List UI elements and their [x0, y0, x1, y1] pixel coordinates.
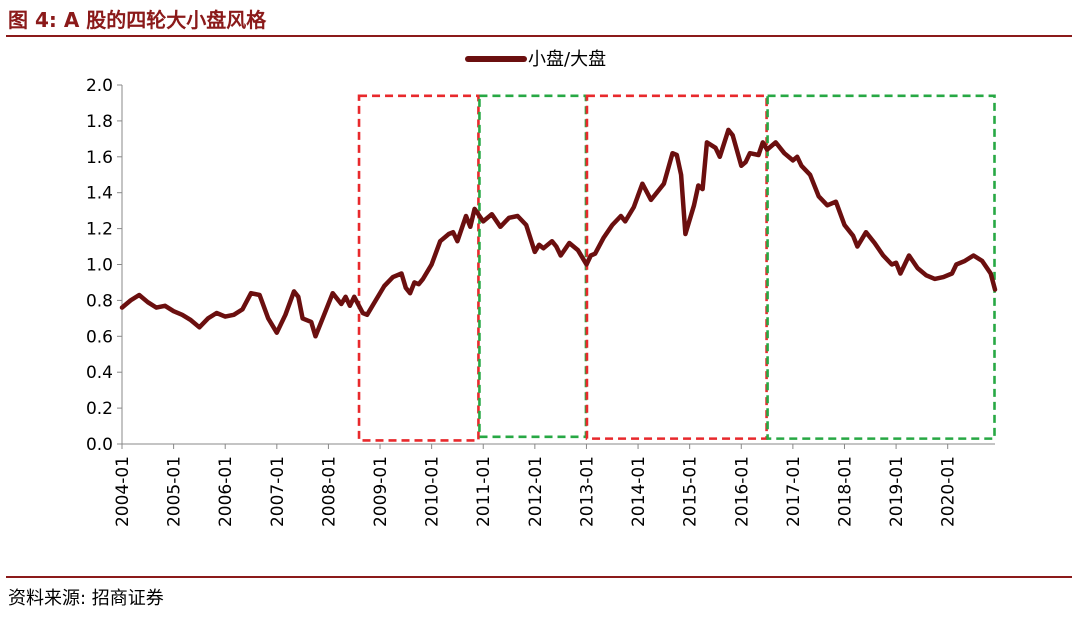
- x-tick-label: 2015-01: [681, 456, 701, 527]
- y-tick-label: 1.2: [86, 220, 113, 240]
- region-box-green-2: [478, 94, 588, 439]
- legend-label-small-large-ratio: 小盘/大盘: [528, 49, 606, 70]
- y-tick-label: 1.0: [86, 256, 113, 276]
- region-box-red-3: [585, 94, 768, 440]
- series: [119, 127, 998, 339]
- x-tick-label: 2004-01: [113, 456, 133, 527]
- legend: 小盘/大盘: [465, 49, 606, 70]
- x-tick-label: 2018-01: [835, 456, 855, 527]
- region-box-green-4: [766, 94, 996, 440]
- source-rule: [6, 576, 1072, 578]
- x-ticks: 2004-01 2005-01 2006-01 2007-01 2008-01 2009-…: [113, 444, 959, 527]
- region-box-red-1: [357, 94, 480, 442]
- x-tick-label: 2019-01: [887, 456, 907, 527]
- y-tick-label: 0.8: [86, 291, 113, 311]
- x-tick-label: 2017-01: [784, 456, 804, 527]
- y-tick-label: 2.0: [86, 76, 113, 96]
- x-tick-label: 2013-01: [577, 456, 597, 527]
- x-tick-label: 2009-01: [371, 456, 391, 527]
- x-tick-label: 2005-01: [165, 456, 185, 527]
- x-tick-label: 2014-01: [629, 456, 649, 527]
- x-tick-label: 2020-01: [939, 456, 959, 527]
- title-rule: [6, 35, 1072, 37]
- y-tick-label: 1.4: [86, 184, 113, 204]
- y-tick-label: 0.0: [86, 435, 113, 455]
- region-boxes: [357, 94, 996, 442]
- axes: [121, 85, 995, 445]
- x-tick-label: 2016-01: [732, 456, 752, 527]
- y-tick-label: 0.2: [86, 399, 113, 419]
- y-tick-label: 0.4: [86, 363, 113, 383]
- x-tick-label: 2006-01: [216, 456, 236, 527]
- x-tick-label: 2007-01: [268, 456, 288, 527]
- x-tick-label: 2010-01: [423, 456, 443, 527]
- source-note: 资料来源: 招商证券: [8, 588, 164, 609]
- chart-area: 0.0 0.2 0.4 0.6 0.8 1.0 1.2 1.4 1.6 1.8 2.0 2004-0…: [86, 49, 998, 527]
- figure-title: 图 4: A 股的四轮大小盘风格: [8, 8, 267, 32]
- x-tick-label: 2011-01: [474, 456, 494, 527]
- x-tick-label: 2008-01: [319, 456, 339, 527]
- y-tick-label: 1.6: [86, 148, 113, 168]
- y-ticks: 0.0 0.2 0.4 0.6 0.8 1.0 1.2 1.4 1.6 1.8 2.0: [86, 76, 122, 455]
- x-tick-label: 2012-01: [526, 456, 546, 527]
- series-line-small-large-ratio: [119, 127, 998, 339]
- y-tick-label: 1.8: [86, 112, 113, 132]
- y-tick-label: 0.6: [86, 327, 113, 347]
